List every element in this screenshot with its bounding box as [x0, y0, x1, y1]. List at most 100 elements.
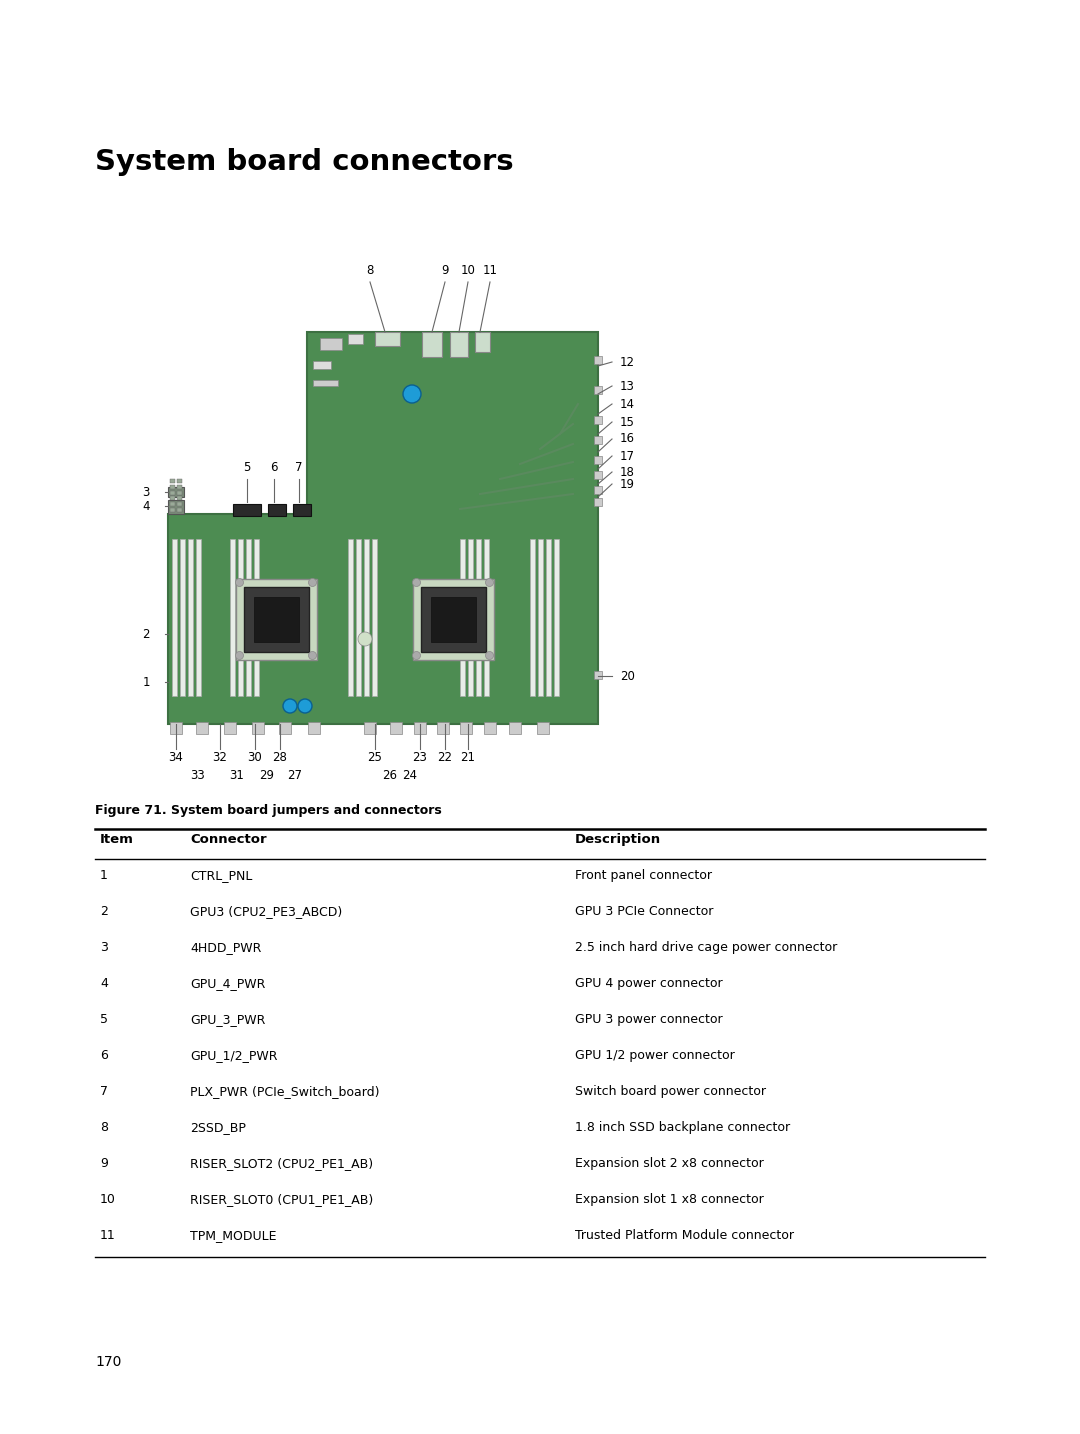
Bar — [170, 479, 175, 483]
Circle shape — [309, 651, 316, 660]
Circle shape — [309, 578, 316, 587]
Bar — [177, 479, 183, 483]
Bar — [293, 503, 311, 516]
Circle shape — [298, 698, 312, 713]
Bar — [177, 502, 183, 506]
Bar — [460, 539, 465, 695]
Text: 32: 32 — [213, 751, 228, 764]
Text: GPU_4_PWR: GPU_4_PWR — [190, 977, 266, 989]
Text: Figure 71. System board jumpers and connectors: Figure 71. System board jumpers and conn… — [95, 804, 442, 817]
Bar — [420, 587, 486, 651]
Bar — [170, 485, 175, 489]
Bar — [594, 356, 602, 364]
Text: GPU 3 PCIe Connector: GPU 3 PCIe Connector — [575, 905, 714, 918]
Bar — [594, 470, 602, 479]
Bar — [437, 721, 449, 734]
Bar — [313, 361, 330, 369]
Bar — [172, 539, 177, 695]
Circle shape — [357, 632, 372, 645]
Text: 28: 28 — [272, 751, 287, 764]
Text: 33: 33 — [191, 769, 205, 782]
Bar — [170, 496, 175, 500]
Text: 9: 9 — [442, 264, 449, 277]
Text: 5: 5 — [243, 460, 251, 475]
Bar — [224, 721, 237, 734]
Bar — [364, 539, 369, 695]
Text: 29: 29 — [259, 769, 274, 782]
Text: 4: 4 — [143, 499, 150, 512]
Text: 15: 15 — [620, 416, 635, 429]
Text: Connector: Connector — [190, 833, 267, 846]
Bar — [594, 486, 602, 493]
Bar — [414, 721, 426, 734]
Text: 10: 10 — [460, 264, 475, 277]
Bar — [364, 721, 376, 734]
Bar — [594, 456, 602, 465]
Text: 34: 34 — [168, 751, 184, 764]
Bar — [594, 671, 602, 680]
Bar — [177, 508, 183, 512]
Text: TPM_MODULE: TPM_MODULE — [190, 1229, 276, 1242]
Text: 25: 25 — [367, 751, 382, 764]
Circle shape — [413, 651, 420, 660]
Bar — [170, 490, 175, 495]
Text: 7: 7 — [295, 460, 302, 475]
Bar — [484, 721, 496, 734]
Text: Front panel connector: Front panel connector — [575, 869, 712, 882]
Bar — [168, 488, 184, 498]
Bar — [252, 721, 264, 734]
Text: 19: 19 — [620, 478, 635, 490]
Text: CTRL_PNL: CTRL_PNL — [190, 869, 253, 882]
Bar — [170, 502, 175, 506]
Bar — [375, 333, 400, 346]
Text: 23: 23 — [413, 751, 428, 764]
Bar — [594, 498, 602, 506]
Text: GPU_1/2_PWR: GPU_1/2_PWR — [190, 1050, 278, 1063]
Text: Description: Description — [575, 833, 661, 846]
Text: 8: 8 — [100, 1121, 108, 1134]
Bar — [468, 539, 473, 695]
Text: 31: 31 — [230, 769, 244, 782]
Bar — [554, 539, 559, 695]
Circle shape — [486, 578, 494, 587]
Bar — [235, 578, 316, 660]
Bar — [246, 539, 251, 695]
Text: RISER_SLOT0 (CPU1_PE1_AB): RISER_SLOT0 (CPU1_PE1_AB) — [190, 1193, 374, 1206]
Bar — [268, 503, 286, 516]
Text: 12: 12 — [620, 356, 635, 369]
Circle shape — [403, 384, 421, 403]
Text: GPU 4 power connector: GPU 4 power connector — [575, 977, 723, 989]
Bar — [594, 386, 602, 394]
Bar — [372, 539, 377, 695]
Circle shape — [235, 651, 243, 660]
Text: 4: 4 — [100, 977, 108, 989]
Text: 1: 1 — [143, 675, 150, 688]
Text: 6: 6 — [100, 1050, 108, 1063]
Text: 30: 30 — [247, 751, 262, 764]
Text: 2: 2 — [143, 628, 150, 641]
Text: System board connectors: System board connectors — [95, 148, 514, 176]
Text: Expansion slot 1 x8 connector: Expansion slot 1 x8 connector — [575, 1193, 764, 1206]
Bar — [475, 333, 490, 351]
Text: 16: 16 — [620, 433, 635, 446]
Circle shape — [235, 578, 243, 587]
Text: RISER_SLOT2 (CPU2_PE1_AB): RISER_SLOT2 (CPU2_PE1_AB) — [190, 1157, 373, 1170]
Bar — [177, 485, 183, 489]
Text: 7: 7 — [100, 1086, 108, 1098]
Bar — [460, 721, 472, 734]
Bar — [195, 539, 201, 695]
Bar — [180, 539, 185, 695]
Bar — [233, 503, 261, 516]
Text: 6: 6 — [270, 460, 278, 475]
Bar — [177, 490, 183, 495]
Bar — [390, 721, 402, 734]
Bar — [254, 539, 259, 695]
Text: 20: 20 — [620, 670, 635, 683]
Bar — [594, 416, 602, 424]
Bar — [537, 721, 549, 734]
Bar — [450, 333, 468, 357]
Text: GPU_3_PWR: GPU_3_PWR — [190, 1012, 266, 1025]
Circle shape — [413, 578, 420, 587]
Text: 13: 13 — [620, 380, 635, 393]
Bar — [230, 539, 235, 695]
